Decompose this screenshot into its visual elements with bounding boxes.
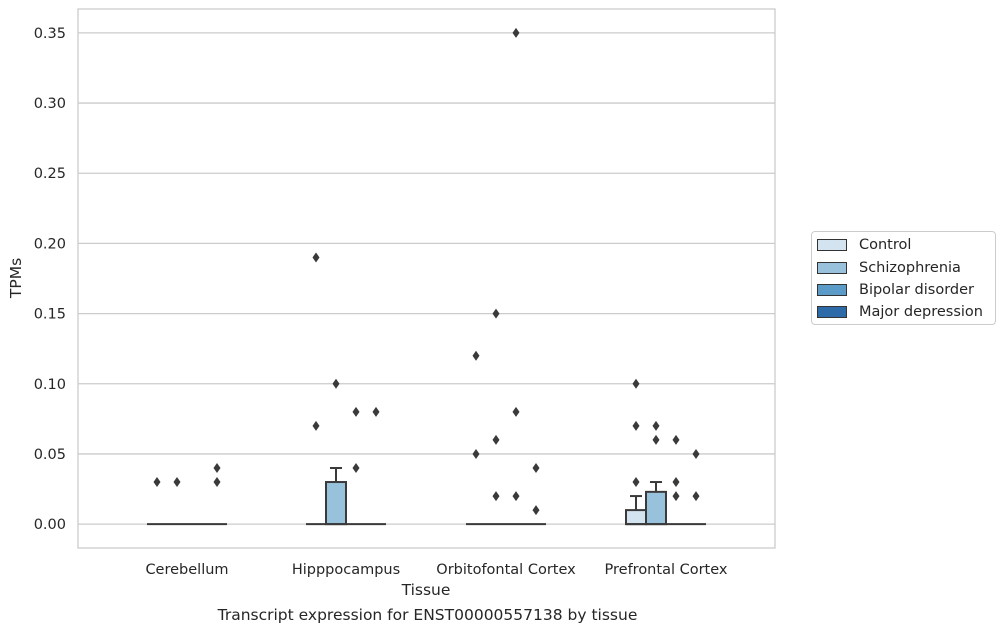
legend: Control Schizophrenia Bipolar disorder M… xyxy=(811,231,996,325)
outlier-point xyxy=(692,448,700,459)
y-tick-label: 0.35 xyxy=(34,26,66,42)
y-tick-label: 0.25 xyxy=(34,166,66,182)
x-axis-ticks: Cerebellum Hipppocampus Orbitofontal Corte… xyxy=(145,562,727,578)
outlier-point xyxy=(492,308,500,319)
outlier-point xyxy=(332,378,340,389)
outlier-point xyxy=(312,252,320,263)
legend-swatch-bipolar-disorder xyxy=(817,284,847,296)
plot-area-frame xyxy=(77,8,776,549)
outlier-point xyxy=(153,477,161,488)
legend-swatch-major-depression xyxy=(817,306,847,318)
outlier-point xyxy=(692,491,700,502)
outlier-point xyxy=(352,462,360,473)
legend-item-schizophrenia: Schizophrenia xyxy=(817,258,961,278)
outlier-point xyxy=(173,477,181,488)
box xyxy=(325,481,347,526)
y-tick-label: 0.05 xyxy=(34,447,66,463)
box xyxy=(625,509,647,526)
y-axis-title: TPMs xyxy=(7,258,25,299)
x-axis-title: Tissue xyxy=(401,581,451,599)
legend-item-major-depression: Major depression xyxy=(817,302,983,322)
outlier-point xyxy=(213,477,221,488)
outlier-point xyxy=(532,462,540,473)
outlier-point xyxy=(652,434,660,445)
outlier-point xyxy=(372,406,380,417)
x-tick-label: Orbitofontal Cortex xyxy=(436,562,576,578)
outlier-point xyxy=(472,350,480,361)
x-tick-label: Hipppocampus xyxy=(292,562,400,578)
x-tick-label: Cerebellum xyxy=(145,562,228,578)
legend-label-bipolar-disorder: Bipolar disorder xyxy=(859,282,974,298)
legend-label-major-depression: Major depression xyxy=(859,304,983,320)
outlier-point xyxy=(672,434,680,445)
outlier-point xyxy=(632,420,640,431)
outlier-point xyxy=(512,27,520,38)
y-tick-label: 0.00 xyxy=(34,517,66,533)
legend-label-schizophrenia: Schizophrenia xyxy=(859,260,961,276)
outlier-point xyxy=(472,448,480,459)
outlier-point xyxy=(352,406,360,417)
outliers xyxy=(153,27,700,516)
legend-item-control: Control xyxy=(817,235,911,255)
y-tick-label: 0.15 xyxy=(34,307,66,323)
legend-item-bipolar-disorder: Bipolar disorder xyxy=(817,280,974,300)
outlier-point xyxy=(632,378,640,389)
gridlines xyxy=(78,32,775,525)
legend-label-control: Control xyxy=(859,237,912,253)
chart-caption: Transcript expression for ENST0000055713… xyxy=(217,606,638,624)
outlier-point xyxy=(213,462,221,473)
legend-swatch-control xyxy=(817,239,847,251)
boxes xyxy=(147,466,706,526)
outlier-point xyxy=(492,491,500,502)
legend-swatch-schizophrenia xyxy=(817,262,847,274)
y-tick-label: 0.20 xyxy=(34,236,66,252)
outlier-point xyxy=(512,406,520,417)
x-tick-label: Prefrontal Cortex xyxy=(605,562,728,578)
box xyxy=(645,490,667,526)
y-axis-ticks: 0.00 0.05 0.10 0.15 0.20 0.25 0.30 0.35 xyxy=(34,26,66,533)
outlier-point xyxy=(672,491,680,502)
outlier-point xyxy=(512,491,520,502)
outlier-point xyxy=(532,505,540,516)
outlier-point xyxy=(672,477,680,488)
y-tick-label: 0.30 xyxy=(34,96,66,112)
outlier-point xyxy=(632,477,640,488)
outlier-point xyxy=(492,434,500,445)
outlier-point xyxy=(652,420,660,431)
y-tick-label: 0.10 xyxy=(34,377,66,393)
outlier-point xyxy=(312,420,320,431)
